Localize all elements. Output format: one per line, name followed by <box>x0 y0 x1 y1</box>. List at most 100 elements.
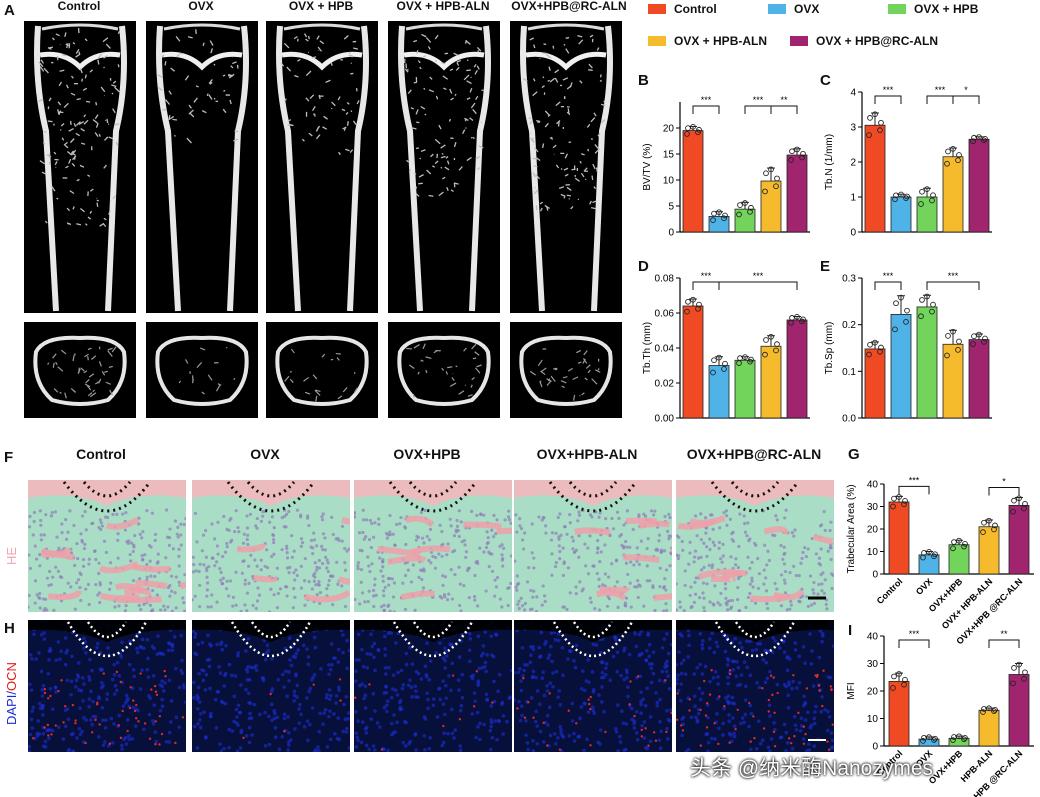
bone-cross-section-scan <box>397 335 491 406</box>
y-tick-label: 0.06 <box>655 309 675 320</box>
significance-bracket: *** <box>898 475 930 495</box>
fluorescence-tissue <box>28 620 186 752</box>
y-tick-label: 10 <box>867 547 879 558</box>
significance-label: *** <box>909 629 920 639</box>
y-tick-label: 3 <box>850 123 856 134</box>
bone-longitudinal-scan <box>34 23 127 312</box>
micro-ct-cross-section-image <box>24 322 136 418</box>
bone-longitudinal-scan <box>398 23 491 312</box>
data-points <box>980 705 998 715</box>
significance-label: *** <box>909 475 920 485</box>
panel-label-i: I <box>848 622 853 639</box>
y-tick-label: 0.02 <box>655 379 675 390</box>
y-axis-label: BV/TV (%) <box>642 143 653 190</box>
fluorescence-tissue <box>676 620 834 752</box>
panel-label-g: G <box>848 446 860 463</box>
micro-ct-cross-section-image <box>146 322 258 418</box>
y-tick-label: 1 <box>850 193 856 204</box>
legend-item: Control <box>648 2 717 16</box>
y-axis-label: Tb.Sp (mm) <box>824 322 835 375</box>
error-bar <box>923 294 931 307</box>
bar-4 <box>968 339 990 419</box>
data-points <box>710 209 728 223</box>
y-tick-label: 10 <box>867 714 879 725</box>
watermark: 头条 @纳米酶Nanozymes <box>690 757 934 780</box>
he-tissue <box>354 480 512 612</box>
panel-label-e: E <box>820 258 831 275</box>
ct-title-3: OVX + HPB-ALN <box>396 0 490 13</box>
significance-label: * <box>1002 477 1006 487</box>
y-tick-label: 40 <box>867 632 879 643</box>
legend-item: OVX + HPB-ALN <box>648 34 767 48</box>
y-tick-label: 20 <box>867 525 879 536</box>
fluorescence-tissue <box>514 620 672 752</box>
error-bar <box>767 167 775 182</box>
histo-title-1: OVX <box>250 446 280 462</box>
significance-bracket: *** <box>926 271 980 290</box>
bar-4 <box>968 138 990 233</box>
bar-0 <box>864 124 886 233</box>
bar-3 <box>942 156 964 233</box>
bone-longitudinal-scan <box>156 23 249 312</box>
legend-label: Control <box>674 2 717 16</box>
ct-title-4: OVX+HPB@RC-ALN <box>511 0 627 13</box>
dapi-ocn-fluorescence-image <box>676 620 834 752</box>
dapi-ocn-row-label: DAPI/OCN <box>4 662 19 725</box>
micro-ct-longitudinal-image <box>388 21 500 313</box>
legend-swatch <box>768 4 786 14</box>
data-points <box>1010 661 1028 687</box>
y-axis-label: Tb.Th (mm) <box>642 322 653 374</box>
significance-label: *** <box>701 271 712 281</box>
significance-label: *** <box>935 85 946 95</box>
ct-title-1: OVX <box>188 0 214 13</box>
he-stain-image <box>28 480 186 612</box>
bar-2 <box>734 359 756 419</box>
bar-3 <box>942 343 964 419</box>
panel-label-f: F <box>4 449 14 466</box>
y-axis-label: Trabecular Area (%) <box>846 484 857 573</box>
dapi-ocn-fluorescence-image <box>354 620 512 752</box>
he-stain-image <box>676 480 834 612</box>
bone-cross-section-scan <box>155 335 249 406</box>
bar-1 <box>890 196 912 233</box>
ct-title-0: Control <box>57 0 101 13</box>
legend-label: OVX + HPB-ALN <box>674 34 768 48</box>
error-bar <box>767 335 775 347</box>
ct-title-2: OVX + HPB <box>288 0 354 13</box>
significance-label: * <box>964 85 968 95</box>
y-tick-label: 0.2 <box>842 320 856 331</box>
y-tick-label: 0.00 <box>655 414 675 425</box>
y-tick-label: 0 <box>668 228 674 239</box>
panel-label-b: B <box>638 72 649 89</box>
he-tissue <box>514 480 672 612</box>
he-row-label: HE <box>4 546 19 565</box>
data-points <box>1010 495 1028 515</box>
ocn-label: OCN <box>4 662 19 692</box>
legend-swatch <box>888 4 906 14</box>
bar-4 <box>786 319 808 419</box>
bar-3 <box>760 180 782 233</box>
bar-0 <box>682 130 704 233</box>
significance-bracket: *** <box>898 629 930 648</box>
bar-2 <box>948 544 970 575</box>
legend-item: OVX <box>768 2 819 16</box>
dapi-ocn-fluorescence-image <box>514 620 672 752</box>
y-tick-label: 20 <box>663 124 675 135</box>
y-tick-label: 10 <box>663 176 675 187</box>
bone-longitudinal-scan <box>276 23 369 312</box>
significance-label: *** <box>753 271 764 281</box>
legend-item: OVX + HPB <box>888 2 978 16</box>
bar-0 <box>682 305 704 419</box>
significance-label: *** <box>753 95 764 105</box>
y-tick-label: 30 <box>867 659 879 670</box>
bar-0 <box>888 501 910 575</box>
significance-bracket: *** <box>744 95 772 114</box>
data-points <box>944 146 962 167</box>
significance-bracket: *** <box>718 271 798 290</box>
y-axis-label: MFI <box>846 682 857 699</box>
significance-bracket: *** <box>874 271 902 290</box>
legend-item: OVX + HPB@RC-ALN <box>790 34 938 48</box>
significance-label: *** <box>883 85 894 95</box>
significance-label: *** <box>948 271 959 281</box>
significance-bracket: *** <box>874 85 902 104</box>
